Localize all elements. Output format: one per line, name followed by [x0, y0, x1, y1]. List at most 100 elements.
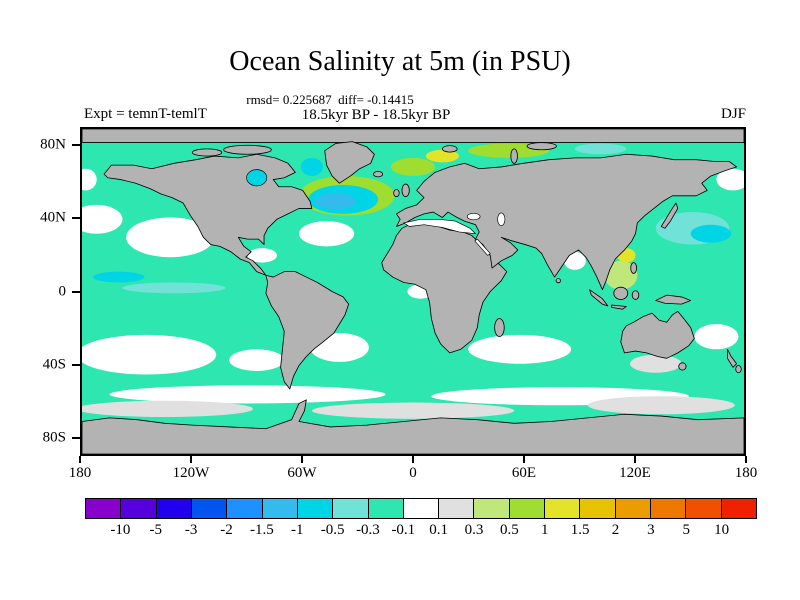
world-map [82, 129, 744, 454]
stats-line: rmsd= 0.225687 diff= -0.14415 [246, 92, 414, 107]
caspian-sea [497, 212, 506, 226]
y-tick-mark [72, 290, 80, 293]
ocean-anomaly-patches [82, 143, 744, 419]
y-tick-label: 80N [40, 136, 66, 153]
period-line: 18.5kyr BP - 18.5kyr BP [301, 107, 451, 123]
red-sea [474, 238, 491, 256]
madagascar [494, 318, 505, 338]
x-axis-labels: 180 120W 60W 0 60E 120E 180 [69, 456, 757, 486]
arctic-islands-canada [223, 144, 272, 155]
colorbar-tick-label: 5 [682, 522, 691, 538]
colorbar-cell [615, 499, 651, 518]
y-tick-label: 40N [40, 209, 66, 226]
y-tick-mark [72, 217, 80, 220]
colorbar-cell [509, 499, 546, 518]
colorbar-tick-label: -1.5 [249, 522, 274, 538]
colorbar-cell [580, 499, 616, 518]
continent-antarctica [82, 399, 744, 454]
y-tick-mark [72, 436, 80, 439]
colorbar-tick-label: 1.5 [570, 522, 590, 538]
colorbar-tick-label: 0.1 [429, 522, 449, 538]
colorbar-tick-label: -10 [110, 522, 131, 538]
colorbar-tick-label: -1 [290, 522, 304, 538]
y-tick-label: 40S [42, 356, 66, 373]
borneo [613, 286, 629, 300]
great-britain [401, 183, 410, 198]
x-tick-mark [301, 456, 303, 463]
colorbar-cell [297, 499, 334, 518]
continent-south-america [265, 271, 350, 390]
x-tick-mark [412, 456, 414, 463]
y-tick-label: 80S [42, 429, 66, 446]
x-tick-mark [79, 456, 81, 463]
colorbar-tick-label: 3 [647, 522, 655, 538]
x-tick-mark [745, 456, 747, 463]
java [611, 304, 627, 310]
colorbar-cell [262, 499, 298, 518]
x-tick-label: 180 [68, 465, 92, 481]
experiment-label: Expt = temnT-temlT [84, 106, 207, 122]
map-frame [80, 127, 746, 456]
colorbar-labels: -10 -5 -3 -2 -1.5 -1 -0.5 -0.3 -0.1 0.1 0.3 0.5 1 1.5… [85, 522, 757, 542]
y-axis-labels: 80N 40N 0 40S 80S [36, 127, 80, 456]
continents [82, 129, 744, 454]
x-tick-label: 60W [287, 465, 317, 481]
sulawesi [631, 290, 640, 300]
colorbar-cell [333, 499, 369, 518]
colorbar-tick-label: -2 [220, 522, 233, 538]
colorbar-tick-label: 1 [541, 522, 549, 538]
colorbar-tick-label: -0.1 [391, 522, 416, 538]
colorbar-cell [156, 499, 192, 518]
tasmania [678, 362, 687, 371]
colorbar-cell [651, 499, 687, 518]
season-label: DJF [720, 106, 746, 122]
novaya-zemlya [510, 148, 518, 164]
severnaya-zemlya [526, 142, 557, 151]
colorbar-tick-label: -0.3 [356, 522, 380, 538]
x-tick-label: 120E [619, 465, 651, 481]
colorbar-tick-label: -5 [149, 522, 162, 538]
colorbar-cell [403, 499, 440, 518]
y-tick-label: 0 [58, 283, 67, 299]
x-tick-label: 60E [511, 465, 537, 481]
colorbar-cell [86, 499, 122, 518]
colorbar-cell [474, 499, 510, 518]
sri-lanka [555, 278, 561, 284]
colorbar-tick-label: -3 [184, 522, 198, 538]
continent-australia [620, 310, 695, 359]
iceland [373, 171, 384, 178]
sumatra [589, 289, 609, 307]
new-zealand-north [727, 348, 738, 368]
new-zealand-south [735, 365, 742, 374]
arctic-islands-canada-west [191, 148, 223, 157]
ireland [393, 189, 400, 198]
greenland [324, 141, 375, 184]
y-tick-mark [72, 144, 80, 147]
colorbar-cell [121, 499, 157, 518]
colorbar-tick-label: 10 [714, 522, 730, 538]
x-tick-mark [634, 456, 636, 463]
colorbar-tick-label: -0.5 [320, 522, 345, 538]
colorbar-tick-label: 2 [611, 522, 620, 538]
colorbar [85, 498, 757, 519]
x-tick-label: 120W [172, 465, 210, 481]
continent-africa [381, 222, 508, 354]
y-tick-mark [72, 363, 80, 366]
hudson-bay [246, 169, 268, 187]
colorbar-cell [227, 499, 263, 518]
japan [660, 202, 679, 229]
colorbar-cell [686, 499, 722, 518]
philippines [630, 262, 638, 274]
colorbar-cell [439, 499, 475, 518]
chart-title: Ocean Salinity at 5m (in PSU) [229, 46, 571, 77]
colorbar-tick-label: 0.5 [500, 522, 519, 538]
new-guinea [655, 294, 692, 305]
arctic-land-band [82, 129, 744, 143]
x-tick-mark [523, 456, 525, 463]
mediterranean-sea [402, 218, 477, 235]
colorbar-cell [721, 499, 756, 518]
colorbar-cell [545, 499, 581, 518]
x-tick-mark [190, 456, 192, 463]
colorbar-cell [368, 499, 404, 518]
